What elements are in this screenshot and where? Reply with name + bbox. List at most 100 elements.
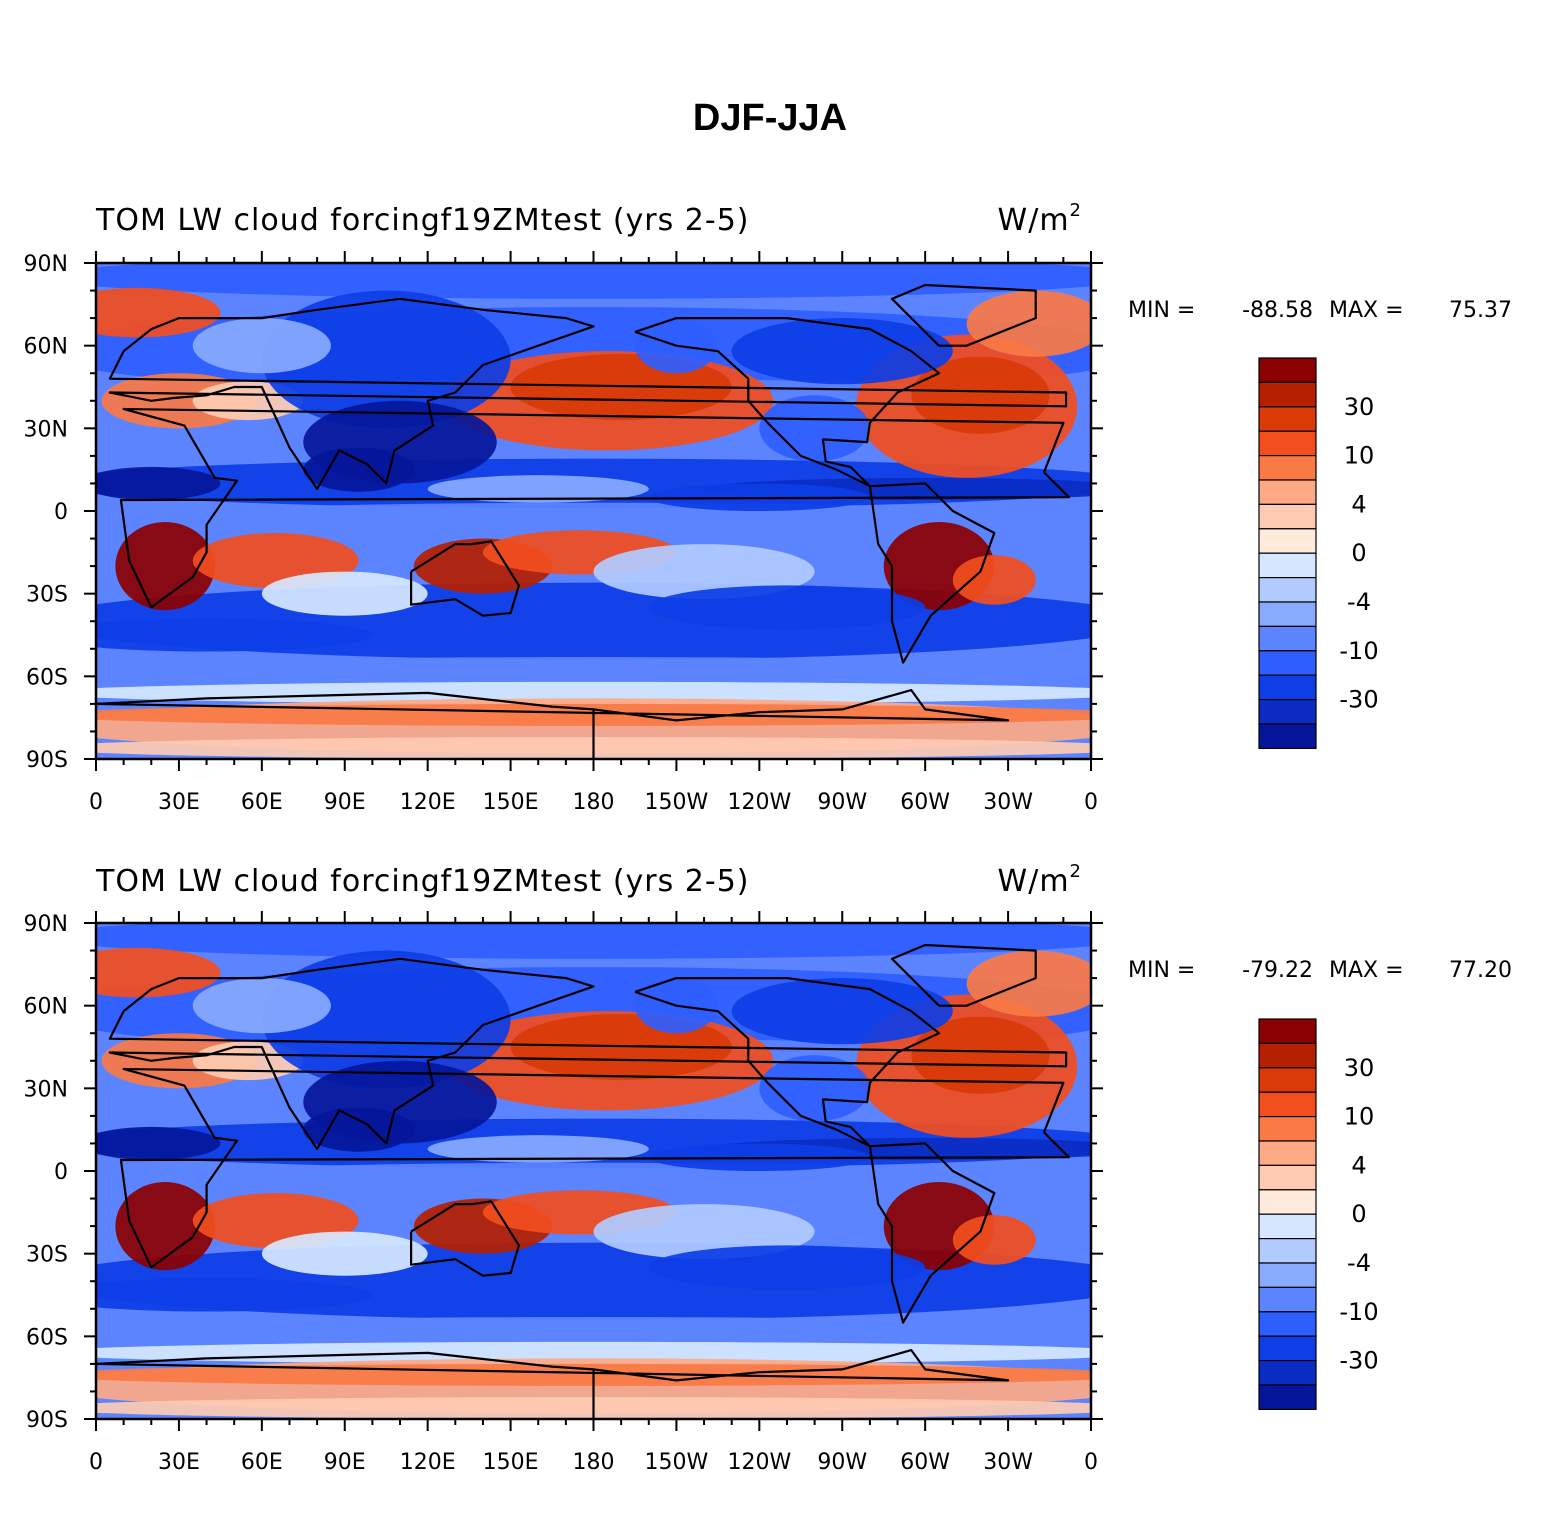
colorbar-label: -30: [1339, 1347, 1378, 1375]
colorbar-swatch: [1258, 430, 1317, 457]
coastline: [634, 977, 941, 1148]
panel-2-units: W/m2: [998, 861, 1082, 899]
panel-2-coastlines: [96, 943, 1070, 1419]
colorbar-swatch: [1258, 381, 1317, 408]
colorbar-swatch: [1258, 357, 1317, 383]
field-contour-region: [192, 978, 331, 1034]
panel-2-case-label: f19ZMtest (yrs 2-5): [441, 864, 750, 899]
field-contour-region: [96, 1278, 373, 1312]
field-contour-region: [427, 475, 649, 503]
colorbar-swatch: [1258, 1384, 1317, 1410]
colorbar-swatch: [1258, 1042, 1317, 1069]
colorbar-swatch: [1258, 674, 1317, 701]
colorbar-swatch: [1258, 1067, 1317, 1093]
x-tick-label: 0: [1084, 1450, 1098, 1475]
field-contour-region: [96, 681, 1091, 704]
panel-2-field: [96, 923, 1091, 1419]
x-tick-label: 120W: [727, 790, 791, 815]
colorbar-label: 30: [1344, 393, 1375, 421]
field-contour-region: [952, 555, 1036, 605]
y-tick-label: 90S: [26, 1408, 68, 1433]
panel-1-max-value: 75.37: [1449, 298, 1512, 323]
field-contour-region: [427, 1135, 649, 1163]
x-tick-label: 60W: [900, 1450, 950, 1475]
colorbar-label: 10: [1344, 1103, 1375, 1131]
map-panel-2: TOM LW cloud forcing f19ZMtest (yrs 2-5)…: [24, 861, 1512, 1475]
panel-1-coastlines: [96, 283, 1070, 759]
field-contour-region: [115, 1182, 215, 1271]
colorbar-swatch: [1258, 1018, 1317, 1044]
x-tick-label: 150E: [483, 1450, 539, 1475]
colorbar-swatch: [1258, 698, 1317, 725]
panel-1-ticks: 0 30E 60E 90E 120E 150E 180 150W 120W 90W 60W 30W 09…: [24, 251, 1103, 815]
field-contour-region: [911, 1016, 1050, 1094]
field-contour-region: [96, 287, 221, 338]
x-tick-label: 30W: [983, 790, 1033, 815]
field-contour-region: [96, 947, 221, 998]
x-tick-label: 90W: [817, 1450, 867, 1475]
y-tick-label: 30S: [26, 583, 68, 608]
colorbar-swatch: [1258, 503, 1317, 530]
y-tick-label: 90N: [24, 912, 68, 937]
x-tick-label: 90E: [324, 790, 366, 815]
field-contour-region: [96, 263, 1091, 299]
panel-1-colorbar: 30 10 4 0 -4 -10 -30: [1258, 357, 1379, 749]
panel-1-units: W/m2: [998, 200, 1082, 238]
colorbar-swatch: [1258, 601, 1317, 627]
colorbar-swatch: [1258, 1091, 1317, 1118]
field-contour-region: [96, 923, 1091, 959]
map-panel-1: TOM LW cloud forcing f19ZMtest (yrs 2-5)…: [24, 200, 1512, 815]
colorbar-swatch: [1258, 1115, 1317, 1142]
field-contour-region: [96, 1162, 1091, 1207]
panel-2-colorbar: 30 10 4 0 -4 -10 -30: [1258, 1018, 1379, 1410]
coastline: [890, 283, 1037, 347]
colorbar-label: -10: [1339, 637, 1378, 665]
field-contour-region: [96, 1317, 1091, 1345]
panel-2-min-value: -79.22: [1242, 958, 1313, 983]
x-tick-label: 60W: [900, 790, 950, 815]
field-contour-region: [96, 502, 1091, 547]
coastline: [890, 943, 1037, 1007]
colorbar-label: 0: [1351, 539, 1366, 567]
x-tick-label: 60E: [241, 790, 283, 815]
y-tick-label: 60N: [24, 335, 68, 360]
field-contour-region: [952, 1215, 1036, 1265]
panel-2-units-base: W/m: [998, 864, 1070, 899]
colorbar-swatch: [1258, 1335, 1317, 1362]
field-contour-region: [731, 978, 953, 1045]
coastline: [96, 689, 1010, 759]
field-contour-region: [966, 950, 1091, 1017]
field-contour-region: [96, 466, 221, 500]
field-contour-region: [593, 1204, 815, 1260]
x-tick-label: 0: [89, 1450, 103, 1475]
panel-2-variable-label: TOM LW cloud forcing: [95, 864, 441, 899]
y-tick-label: 30N: [24, 1077, 68, 1102]
field-contour-region: [759, 1055, 870, 1122]
panel-1-field: [96, 263, 1091, 759]
field-contour-region: [115, 522, 215, 611]
field-contour-region: [911, 356, 1050, 434]
panel-2-units-exp: 2: [1070, 861, 1082, 882]
x-tick-label: 150E: [483, 790, 539, 815]
field-contour-region: [96, 1126, 221, 1160]
y-tick-label: 90N: [24, 252, 68, 277]
coastline: [119, 1067, 1070, 1269]
panel-2-max-value: 77.20: [1449, 958, 1512, 983]
colorbar-label: -10: [1339, 1298, 1378, 1326]
colorbar-swatch: [1258, 406, 1317, 432]
coastline: [410, 540, 520, 617]
colorbar-label: -4: [1347, 1249, 1371, 1277]
colorbar-label: 10: [1344, 442, 1375, 470]
panel-1-variable-label: TOM LW cloud forcing: [95, 203, 441, 238]
field-contour-region: [966, 290, 1091, 357]
y-tick-label: 90S: [26, 748, 68, 773]
panel-2-ticks: 0 30E 60E 90E 120E 150E 180 150W 120W 90W 60W 30W 09…: [24, 911, 1103, 1475]
field-contour-region: [96, 618, 373, 652]
field-contour-region: [261, 1231, 428, 1276]
colorbar-label: -30: [1339, 686, 1378, 714]
colorbar-label: 4: [1351, 490, 1366, 518]
y-tick-label: 30N: [24, 417, 68, 442]
coastline: [868, 1142, 996, 1324]
panel-1-units-exp: 2: [1070, 200, 1082, 221]
